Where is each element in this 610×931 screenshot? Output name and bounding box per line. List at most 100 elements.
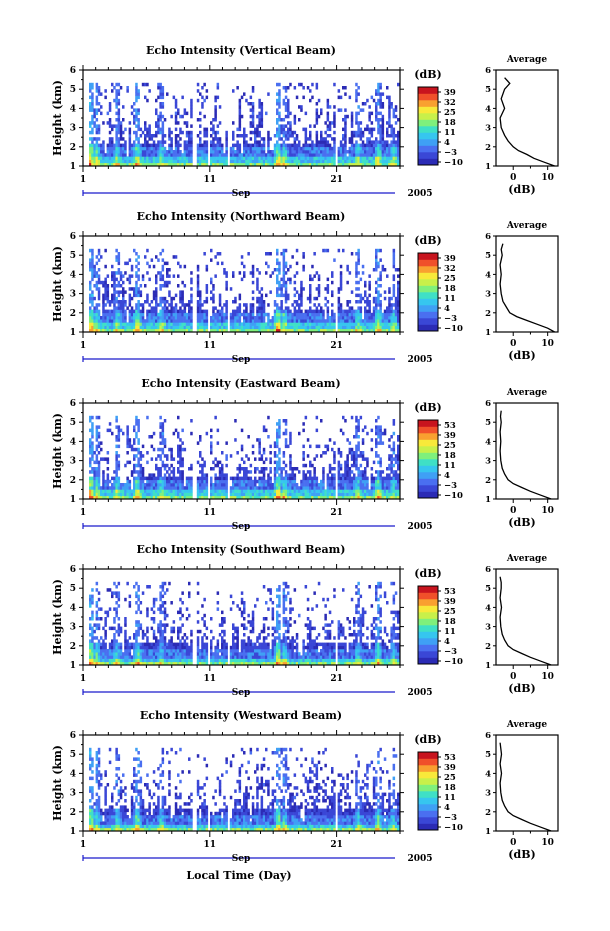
heatmap-cell: [251, 489, 255, 493]
heatmap-cell: [133, 150, 136, 154]
heatmap-cell: [128, 486, 132, 490]
heatmap-cell: [313, 483, 316, 487]
heatmap-cell: [93, 495, 96, 500]
heatmap-cell: [181, 479, 184, 484]
heatmap-cell: [304, 146, 308, 151]
heatmap-cell: [122, 146, 125, 151]
heatmap-cell: [221, 309, 224, 314]
heatmap-cell: [254, 146, 257, 151]
heatmap-cell: [141, 274, 145, 278]
heatmap-cell: [135, 431, 138, 436]
heatmap-cell: [397, 153, 400, 157]
heatmap-cell: [298, 328, 301, 333]
heatmap-cell: [91, 121, 94, 125]
heatmap-cell: [313, 296, 316, 301]
heatmap-cell: [342, 146, 345, 151]
heatmap-cell: [284, 325, 288, 330]
heatmap-cell: [350, 140, 354, 144]
heatmap-cell: [122, 105, 125, 109]
heatmap-cell: [155, 303, 158, 307]
heatmap-cell: [133, 293, 136, 298]
heatmap-cell: [122, 274, 125, 278]
heatmap-cell: [287, 473, 290, 477]
heatmap-cell: [205, 473, 209, 477]
heatmap-cell: [155, 108, 158, 112]
heatmap-cell: [117, 156, 121, 160]
heatmap-cell: [273, 325, 277, 330]
heatmap-cell: [379, 146, 382, 151]
heatmap-cell: [280, 309, 283, 314]
heatmap-cell: [276, 444, 279, 449]
heatmap-cell: [289, 111, 292, 116]
heatmap-cell: [320, 156, 323, 160]
heatmap-cell: [357, 261, 360, 266]
heatmap-cell: [177, 150, 180, 154]
heatmap-cell: [300, 280, 303, 285]
heatmap-cell: [188, 156, 191, 160]
heatmap-cell: [300, 489, 303, 493]
heatmap-cell: [282, 309, 286, 314]
heatmap-cell: [95, 470, 99, 474]
heatmap-cell: [309, 444, 312, 449]
heatmap-cell: [199, 328, 202, 333]
heatmap-cell: [276, 290, 279, 294]
heatmap-cell: [135, 118, 138, 122]
heatmap-cell: [159, 118, 162, 122]
heatmap-cell: [320, 134, 323, 138]
heatmap-cell: [284, 309, 288, 314]
heatmap-cell: [287, 134, 290, 138]
heatmap-cell: [150, 146, 154, 151]
heatmap-cell: [161, 146, 165, 151]
heatmap-cell: [368, 293, 371, 298]
heatmap-cell: [152, 309, 156, 314]
heatmap-cell: [95, 111, 99, 116]
heatmap-cell: [139, 473, 143, 477]
heatmap-cell: [137, 300, 140, 304]
heatmap-cell: [177, 146, 180, 151]
heatmap-cell: [161, 130, 165, 135]
heatmap-cell: [309, 479, 312, 484]
heatmap-cell: [251, 268, 255, 272]
heatmap-cell: [324, 325, 327, 330]
heatmap-cell: [262, 312, 266, 317]
heatmap-cell: [397, 316, 400, 320]
heatmap-cell: [320, 319, 323, 323]
heatmap-cell: [133, 153, 136, 157]
heatmap-cell: [161, 268, 165, 272]
heatmap-cell: [258, 134, 261, 138]
heatmap-cell: [256, 467, 259, 471]
heatmap-cell: [377, 92, 380, 96]
heatmap-cell: [265, 322, 268, 326]
heatmap-cell: [333, 121, 336, 125]
heatmap-cell: [190, 150, 193, 154]
heatmap-cell: [295, 495, 299, 500]
heatmap-cell: [196, 143, 200, 148]
heatmap-cell: [122, 150, 125, 154]
heatmap-cell: [278, 479, 281, 484]
heatmap-cell: [168, 486, 171, 490]
heatmap-cell: [95, 156, 99, 160]
heatmap-cell: [309, 486, 312, 490]
heatmap-cell: [348, 312, 352, 317]
heatmap-cell: [291, 476, 294, 481]
heatmap-cell: [267, 415, 270, 420]
heatmap-cell: [106, 309, 110, 314]
heatmap-cell: [210, 280, 213, 285]
heatmap-cell: [104, 495, 107, 500]
avg-y-tick-label: 5: [485, 85, 491, 95]
heatmap-cell: [304, 137, 308, 141]
heatmap-cell: [128, 121, 132, 125]
heatmap-cell: [190, 153, 193, 157]
heatmap-cell: [135, 124, 138, 128]
heatmap-cell: [104, 95, 107, 100]
heatmap-cell: [269, 274, 272, 278]
heatmap-cell: [284, 444, 288, 449]
heatmap-cell: [269, 322, 272, 326]
heatmap-cell: [249, 146, 253, 151]
heatmap-cell: [106, 319, 110, 323]
heatmap-cell: [282, 274, 286, 278]
heatmap-cell: [260, 312, 264, 317]
heatmap-cell: [161, 451, 165, 455]
heatmap-cell: [273, 454, 277, 458]
heatmap-cell: [375, 114, 378, 119]
